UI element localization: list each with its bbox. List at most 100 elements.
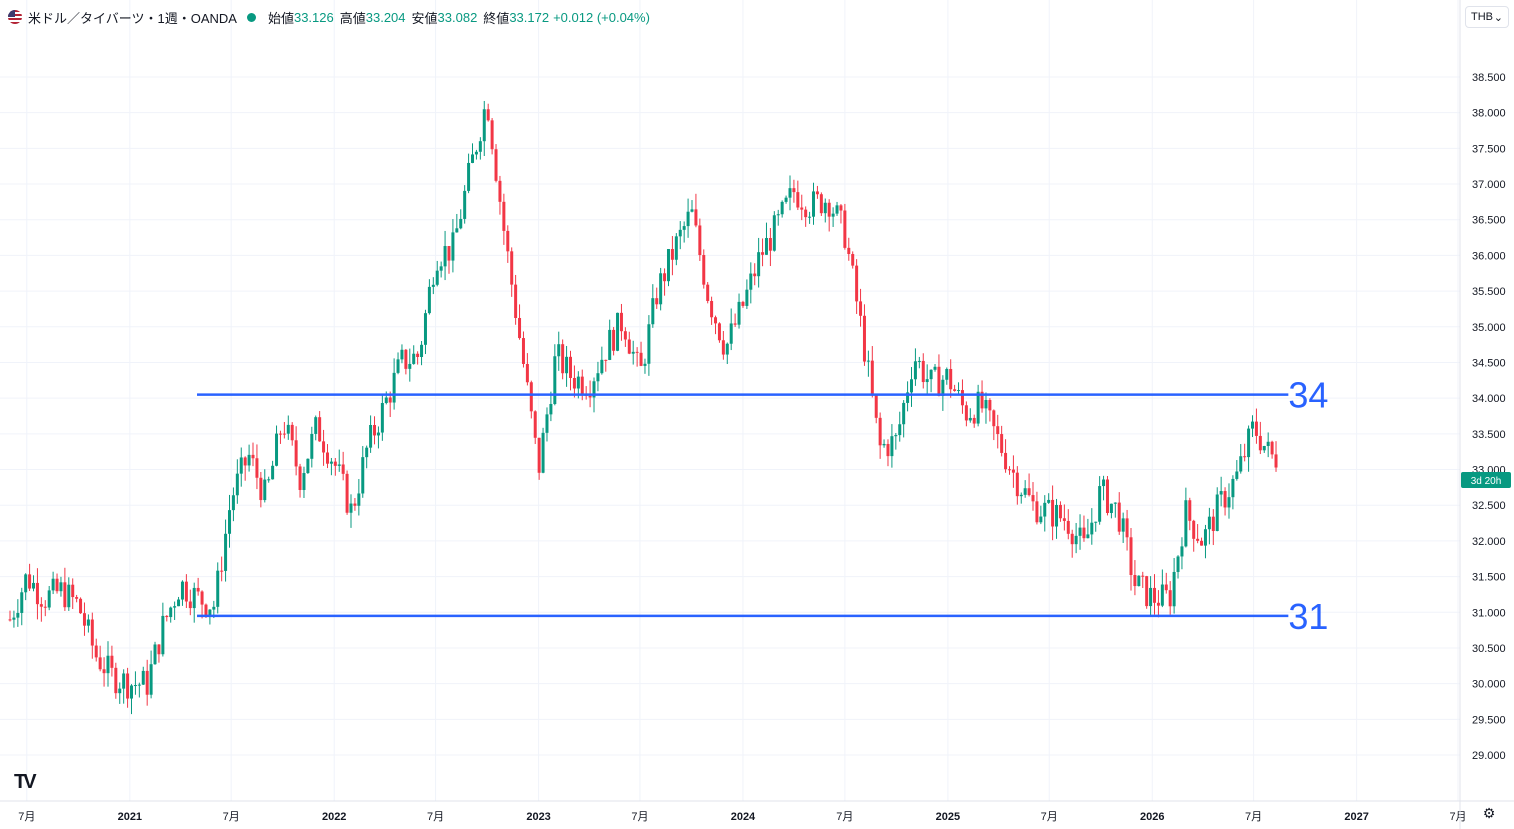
candle-body	[79, 598, 83, 614]
candle-body	[913, 361, 917, 380]
candle-body	[314, 417, 318, 434]
currency-button[interactable]: THB ⌄	[1465, 6, 1509, 28]
candle	[251, 442, 255, 467]
candle-body	[972, 417, 976, 424]
candle	[521, 331, 525, 368]
candle-body	[467, 162, 471, 191]
candle-body	[16, 612, 20, 618]
candle-body	[333, 461, 337, 466]
gear-icon[interactable]: ⚙	[1482, 804, 1496, 821]
candle-body	[263, 479, 267, 501]
candle-body	[177, 599, 181, 607]
price-tick-label: 36.000	[1472, 250, 1506, 262]
symbol-title[interactable]: 米ドル／タイバーツ・1週・OANDA	[28, 10, 237, 26]
candle-body	[1055, 504, 1059, 527]
candle-body	[447, 246, 451, 261]
candle	[733, 313, 737, 327]
candle	[651, 284, 655, 328]
candle	[988, 398, 992, 422]
candle-body	[674, 236, 678, 260]
candle-body	[1172, 571, 1176, 607]
candle	[35, 568, 39, 620]
candle-body	[749, 273, 753, 290]
candle	[980, 380, 984, 413]
candle	[161, 602, 165, 657]
candle	[1121, 512, 1125, 543]
low-value: 33.082	[437, 9, 478, 25]
candle-body	[717, 323, 721, 341]
candle-body	[345, 473, 349, 513]
candle	[1254, 408, 1258, 444]
candle-body	[910, 379, 914, 393]
candle	[1219, 476, 1223, 507]
candle-body	[1219, 491, 1223, 495]
candle-body	[1196, 538, 1200, 541]
time-tick-label: 7月	[18, 811, 35, 823]
candle	[1113, 502, 1117, 518]
candle-body	[63, 582, 67, 608]
candle-body	[1270, 441, 1274, 455]
candle-body	[780, 201, 784, 215]
candle	[843, 203, 847, 250]
candle-body	[894, 435, 898, 437]
candle	[220, 556, 224, 582]
candle	[114, 662, 118, 699]
candle-body	[839, 205, 843, 211]
candle-body	[906, 392, 910, 403]
candle-body	[753, 273, 757, 277]
candle-body	[992, 410, 996, 427]
candle-body	[231, 495, 235, 511]
candle	[686, 198, 690, 238]
usd-flag-icon	[8, 10, 22, 24]
candle	[682, 221, 686, 243]
candle-body	[1243, 456, 1247, 458]
candle	[263, 469, 267, 503]
candle-body	[635, 351, 639, 353]
candle-body	[1168, 590, 1172, 607]
candle-body	[631, 351, 635, 354]
candle-body	[968, 417, 972, 421]
candle-body	[1164, 584, 1168, 591]
candle	[639, 341, 643, 367]
price-tick-label: 33.500	[1472, 429, 1506, 441]
candle-body	[721, 340, 725, 355]
candle-body	[937, 366, 941, 396]
candle-body	[1121, 518, 1125, 532]
candle-body	[1125, 518, 1129, 538]
horizontal-lines: 34 31	[197, 375, 1328, 637]
candle	[514, 274, 518, 325]
candle-body	[1215, 494, 1219, 531]
candle-body	[518, 317, 522, 339]
candle-body	[294, 440, 298, 467]
candle	[788, 175, 792, 211]
candle	[698, 218, 702, 261]
time-tick-label: 7月	[1245, 811, 1262, 823]
candle	[28, 563, 32, 592]
candle	[102, 657, 106, 687]
candle	[447, 245, 451, 274]
candle	[608, 319, 612, 361]
candle	[1105, 476, 1109, 516]
candle-body	[400, 349, 404, 360]
candle-body	[866, 360, 870, 362]
candle	[51, 571, 55, 595]
candle-body	[278, 433, 282, 435]
candle-body	[122, 673, 126, 689]
candle	[910, 367, 914, 407]
candle-body	[698, 225, 702, 256]
candle	[1004, 439, 1008, 473]
candle	[1027, 473, 1031, 497]
candle-body	[1153, 587, 1157, 603]
price-tick-label: 37.000	[1472, 179, 1506, 191]
candle	[655, 287, 659, 309]
candle	[729, 308, 733, 351]
candle	[866, 350, 870, 377]
candle-body	[949, 368, 953, 390]
candle-body	[1239, 456, 1243, 472]
candle-body	[1247, 428, 1251, 458]
candle	[800, 194, 804, 221]
candle	[565, 345, 569, 387]
candle-body	[200, 591, 204, 605]
open-value: 33.126	[293, 9, 334, 25]
